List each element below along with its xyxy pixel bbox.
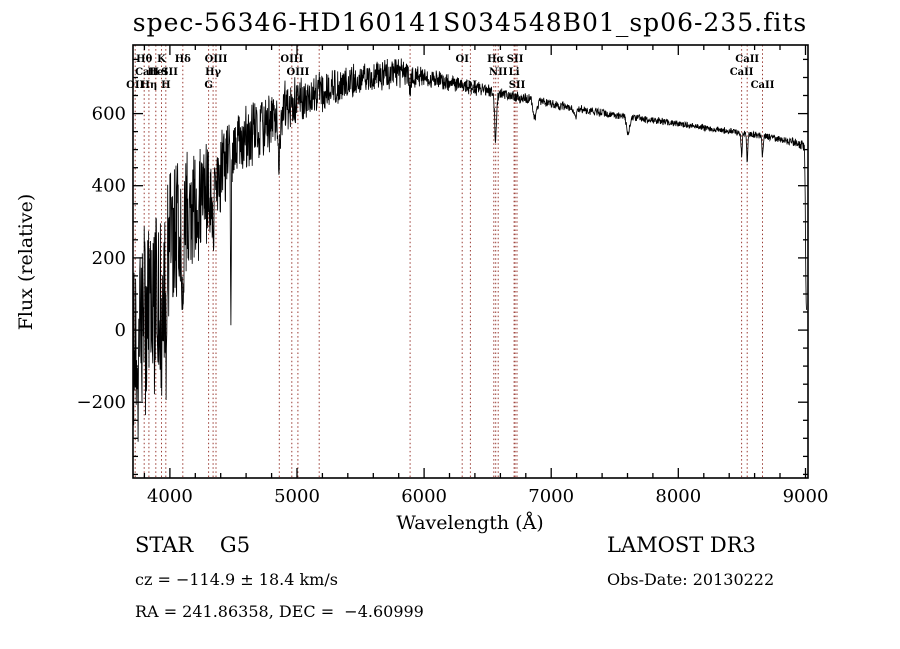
spectrum-trace <box>133 58 807 442</box>
spectral-line-label: G <box>204 80 213 91</box>
spectral-line-label: OI <box>456 54 470 65</box>
x-tick-label: 7000 <box>528 486 574 507</box>
x-tick-label: 6000 <box>401 486 447 507</box>
y-tick-label: 0 <box>115 320 126 341</box>
spectral-line-label: OII <box>126 80 144 91</box>
spectral-line-label: SII <box>507 54 524 65</box>
classification-text: STAR G5 <box>135 533 251 557</box>
spectral-line-label: H <box>161 80 170 91</box>
spectral-line-label: OIII <box>280 54 303 65</box>
x-tick-label: 4000 <box>147 486 193 507</box>
spectral-line-label: CaII <box>751 80 775 91</box>
obs-date-text: Obs-Date: 20130222 <box>607 570 775 589</box>
spectral-line-label: Li <box>509 67 520 78</box>
ra-dec-text: RA = 241.86358, DEC = −4.60999 <box>135 602 424 621</box>
y-tick-label: 600 <box>92 104 126 125</box>
spectral-line-label: SII <box>509 80 526 91</box>
figure-title: spec-56346-HD160141S034548B01_sp06-235.f… <box>132 8 808 37</box>
y-axis-title: Flux (relative) <box>15 193 37 331</box>
y-tick-label: −200 <box>77 392 126 413</box>
x-tick-label: 9000 <box>783 486 829 507</box>
y-tick-label: 400 <box>92 176 126 197</box>
spectral-line-label: OIII <box>287 67 310 78</box>
spectral-line-label: SII <box>161 67 178 78</box>
spectral-line-label: Hη <box>141 80 158 91</box>
survey-name: LAMOST DR3 <box>607 533 756 557</box>
spectral-line-label: CaII <box>730 67 754 78</box>
spectral-line-label: CaII <box>735 54 759 65</box>
x-tick-label: 5000 <box>274 486 320 507</box>
spectral-line-label: CaII <box>135 67 159 78</box>
spectral-line-label: HeI <box>148 67 169 78</box>
spectral-line-label: Hθ <box>136 54 152 65</box>
spectral-line-label: NII <box>489 67 508 78</box>
radial-velocity-text: cz = −114.9 ± 18.4 km/s <box>135 570 338 589</box>
spectral-line-label: Hα <box>487 54 504 65</box>
x-axis-title: Wavelength (Å) <box>396 512 544 534</box>
spectral-line-label: K <box>157 54 166 65</box>
spectral-line-label: Hδ <box>175 54 191 65</box>
y-tick-label: 200 <box>92 248 126 269</box>
spectral-line-label: OIII <box>205 54 228 65</box>
x-tick-label: 8000 <box>655 486 701 507</box>
spectral-line-label: Hγ <box>205 67 221 78</box>
plot-frame <box>132 44 809 479</box>
